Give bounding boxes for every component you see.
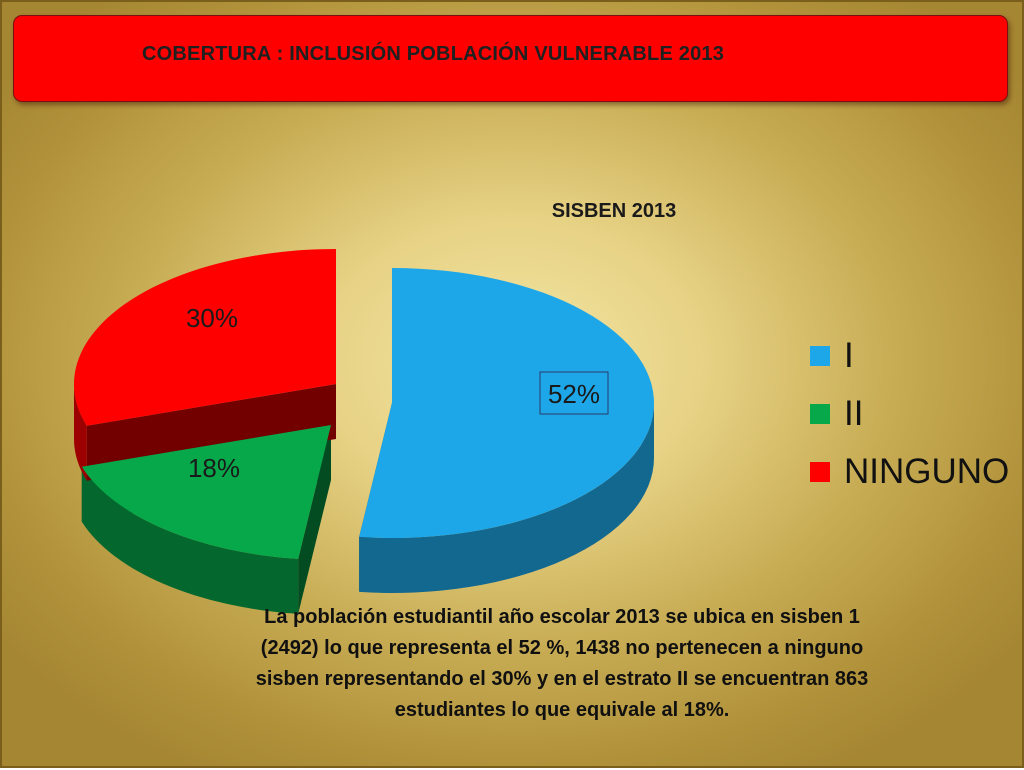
- legend-label: I: [844, 336, 854, 375]
- slice-ninguno: [73, 249, 336, 426]
- legend-swatch: [810, 404, 830, 424]
- slide-title: COBERTURA : INCLUSIÓN POBLACIÓN VULNERAB…: [142, 43, 725, 65]
- legend-item-i: I: [810, 327, 1009, 385]
- label-box-i: [539, 371, 609, 415]
- slice-i: [359, 268, 654, 538]
- title-banner: [13, 15, 1008, 102]
- data-label-ii: 18%: [188, 453, 240, 483]
- legend-label: NINGUNO: [844, 452, 1010, 491]
- legend-label: II: [844, 394, 864, 433]
- slice-ii: [81, 425, 331, 559]
- legend-swatch: [810, 346, 830, 366]
- slice-side-ninguno: [74, 384, 87, 481]
- legend-item-ninguno: NINGUNO: [810, 443, 1009, 501]
- legend-swatch: [810, 462, 830, 482]
- data-label-i: 52%: [548, 379, 600, 409]
- legend-item-ii: II: [810, 385, 1009, 443]
- slice-side-ii: [81, 466, 299, 614]
- chart-legend: I II NINGUNO: [810, 327, 1009, 501]
- data-label-ninguno: 30%: [186, 303, 238, 333]
- chart-title: SISBEN 2013: [551, 200, 677, 222]
- slice-side-i: [359, 403, 654, 593]
- caption-text: La población estudiantil año escolar 201…: [255, 606, 869, 721]
